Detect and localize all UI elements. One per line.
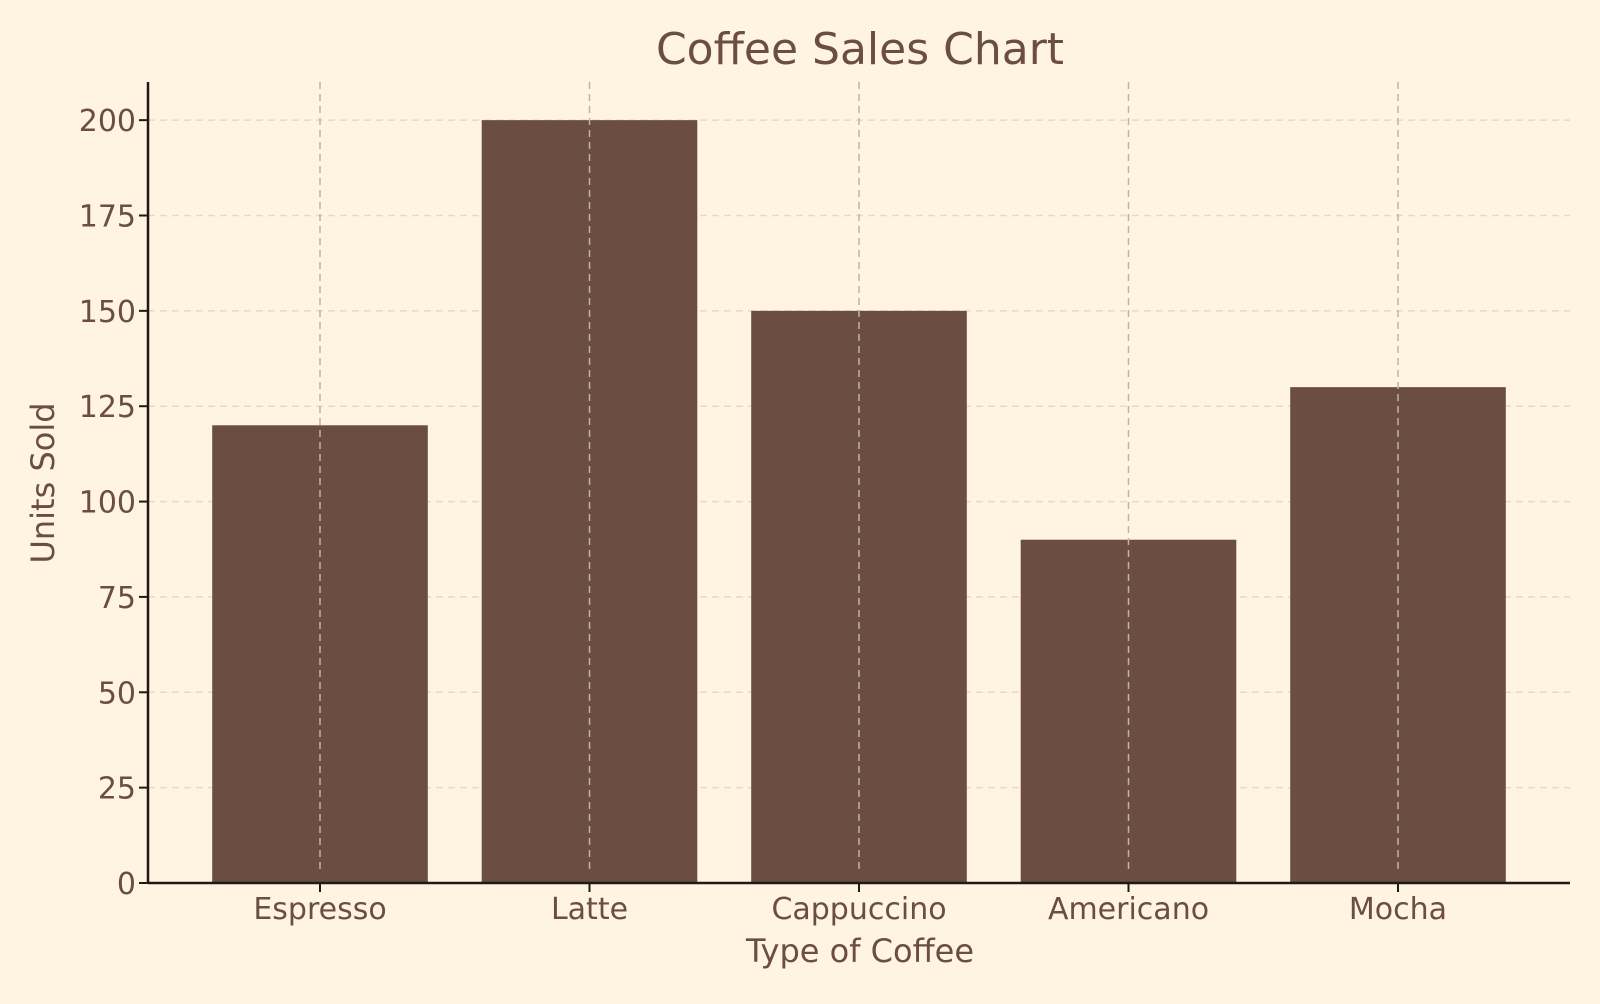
y-tick-label: 175	[79, 200, 136, 235]
y-tick-label: 75	[98, 581, 136, 616]
y-tick-label: 0	[117, 867, 136, 902]
x-tick-label: Americano	[1048, 892, 1209, 927]
chart-title: Coffee Sales Chart	[656, 24, 1064, 75]
x-tick-label: Espresso	[253, 892, 386, 927]
y-tick-label: 150	[79, 295, 136, 330]
x-tick-layer: Espresso Latte Cappuccino Americano Mocha	[253, 883, 1447, 927]
y-tick-label: 100	[79, 486, 136, 521]
y-tick-label: 25	[98, 772, 136, 807]
x-tick-label: Mocha	[1349, 892, 1447, 927]
x-axis-label: Type of Coffee	[745, 932, 974, 970]
y-tick-label: 125	[79, 390, 136, 425]
y-tick-label: 50	[98, 676, 136, 711]
y-tick-layer: 0 25 50 75 100 125 150 175 200	[79, 104, 148, 902]
x-tick-label: Cappuccino	[771, 892, 946, 927]
y-tick-label: 200	[79, 104, 136, 139]
x-tick-label: Latte	[551, 892, 628, 927]
y-axis-label: Units Sold	[24, 402, 62, 563]
